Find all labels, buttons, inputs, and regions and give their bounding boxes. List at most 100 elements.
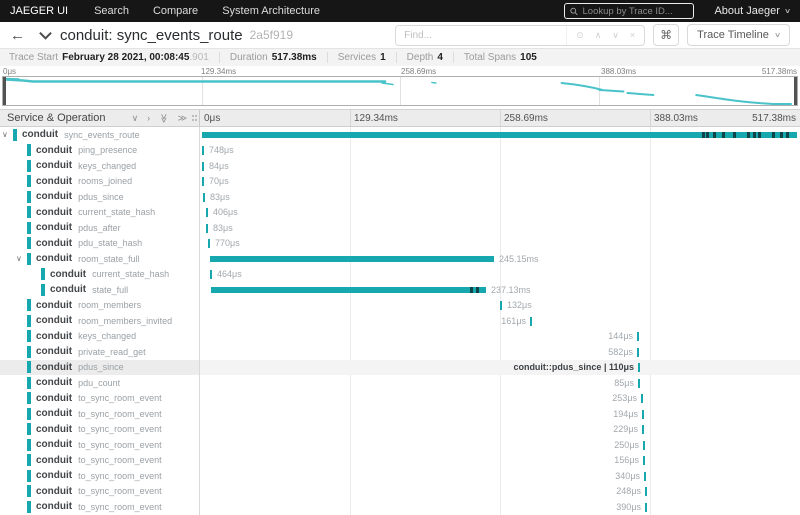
span-name-cell[interactable]: conduit keys_changed (0, 158, 200, 174)
span-row[interactable]: conduit pdus_since 83μs (0, 189, 800, 205)
span-bar[interactable] (206, 223, 208, 233)
span-bar[interactable] (638, 363, 640, 372)
span-name-cell[interactable]: conduit to_sync_room_event (0, 468, 200, 484)
span-bar[interactable] (642, 409, 644, 419)
span-timeline-cell[interactable]: 132μs (200, 298, 800, 314)
next-result-icon[interactable]: ∨ (612, 29, 619, 40)
span-bar[interactable] (500, 301, 502, 310)
span-name-cell[interactable]: conduit current_state_hash (0, 205, 200, 221)
span-bar[interactable] (208, 239, 210, 248)
column-resize-grip[interactable] (195, 115, 197, 117)
span-timeline-cell[interactable]: 144μs (200, 329, 800, 345)
expand-one-icon[interactable]: › (147, 112, 151, 123)
span-bar[interactable] (202, 177, 204, 186)
nav-item-system-architecture[interactable]: System Architecture (222, 5, 321, 17)
about-jaeger-menu[interactable]: About Jaeger ∨ (714, 5, 791, 17)
span-bar[interactable] (206, 208, 208, 217)
span-name-cell[interactable]: ∨ conduit sync_events_route (0, 127, 200, 143)
span-bar[interactable] (643, 440, 645, 450)
span-name-cell[interactable]: conduit to_sync_room_event (0, 422, 200, 438)
span-timeline-cell[interactable]: 250μs (200, 437, 800, 453)
prev-result-icon[interactable]: ∧ (594, 29, 602, 40)
span-bar[interactable] (641, 394, 643, 403)
span-expand-chevron-icon[interactable]: ∨ (16, 254, 22, 263)
span-row[interactable]: conduit room_members_invited 161μs (0, 313, 800, 329)
trace-view-select[interactable]: Trace Timeline ∨ (687, 24, 790, 46)
span-row[interactable]: conduit private_read_get 582μs (0, 344, 800, 360)
span-timeline-cell[interactable]: 748μs (200, 143, 800, 159)
span-name-cell[interactable]: ∨ conduit room_state_full (0, 251, 200, 267)
span-timeline-cell[interactable]: 582μs (200, 344, 800, 360)
span-bar[interactable] (642, 425, 644, 434)
span-row[interactable]: conduit pdu_count 85μs (0, 375, 800, 391)
span-name-cell[interactable]: conduit to_sync_room_event (0, 453, 200, 469)
span-expand-chevron-icon[interactable]: ∨ (2, 130, 8, 139)
span-row[interactable]: ∨ conduit sync_events_route (0, 127, 800, 143)
span-row[interactable]: conduit room_members 132μs (0, 298, 800, 314)
span-timeline-cell[interactable]: 84μs (200, 158, 800, 174)
span-row[interactable]: conduit to_sync_room_event 253μs (0, 391, 800, 407)
nav-brand[interactable]: JAEGER UI (10, 5, 69, 17)
span-row[interactable]: conduit ping_presence 748μs (0, 143, 800, 159)
span-row[interactable]: conduit to_sync_room_event 229μs (0, 422, 800, 438)
span-bar[interactable] (530, 316, 532, 326)
nav-item-search[interactable]: Search (94, 5, 129, 17)
span-timeline-cell[interactable]: 245.15ms (200, 251, 800, 267)
span-timeline-cell[interactable]: 390μs (200, 499, 800, 515)
span-name-cell[interactable]: conduit pdus_since (0, 189, 200, 205)
match-case-icon[interactable]: ⊙ (576, 29, 584, 40)
span-row[interactable]: conduit current_state_hash 406μs (0, 205, 800, 221)
span-name-cell[interactable]: conduit to_sync_room_event (0, 406, 200, 422)
span-bar[interactable] (645, 487, 647, 496)
span-bar[interactable] (637, 332, 639, 341)
span-row[interactable]: conduit to_sync_room_event 194μs (0, 406, 800, 422)
span-timeline-cell[interactable]: 83μs (200, 220, 800, 236)
collapse-all-icon[interactable]: ≫ (159, 113, 170, 123)
span-name-cell[interactable]: conduit to_sync_room_event (0, 484, 200, 500)
span-name-cell[interactable]: conduit pdus_since (0, 360, 200, 376)
span-name-cell[interactable]: conduit room_members_invited (0, 313, 200, 329)
keyboard-shortcuts-button[interactable]: ⌘ (653, 24, 680, 46)
span-timeline-cell[interactable]: 237.13ms (200, 282, 800, 298)
span-timeline-cell[interactable]: 406μs (200, 205, 800, 221)
span-name-cell[interactable]: conduit room_members (0, 298, 200, 314)
span-name-cell[interactable]: conduit ping_presence (0, 143, 200, 159)
span-bar[interactable] (643, 456, 645, 465)
span-name-cell[interactable]: conduit to_sync_room_event (0, 437, 200, 453)
column-divider[interactable] (199, 127, 200, 515)
span-row[interactable]: conduit to_sync_room_event 156μs (0, 453, 800, 469)
span-timeline-cell[interactable]: 253μs (200, 391, 800, 407)
span-name-cell[interactable]: conduit pdu_count (0, 375, 200, 391)
span-name-cell[interactable]: conduit to_sync_room_event (0, 391, 200, 407)
span-bar[interactable] (202, 132, 797, 138)
span-row[interactable]: conduit to_sync_room_event 340μs (0, 468, 800, 484)
clear-search-icon[interactable]: × (629, 30, 636, 40)
span-name-cell[interactable]: conduit current_state_hash (0, 267, 200, 283)
span-name-cell[interactable]: conduit state_full (0, 282, 200, 298)
span-timeline-cell[interactable]: conduit::pdus_since | 110μs (200, 360, 800, 376)
span-bar[interactable] (638, 378, 640, 388)
span-bar[interactable] (211, 287, 486, 293)
span-bar[interactable] (203, 192, 205, 202)
trace-lookup[interactable] (564, 3, 695, 19)
span-row[interactable]: conduit pdu_state_hash 770μs (0, 236, 800, 252)
span-row[interactable]: conduit pdus_after 83μs (0, 220, 800, 236)
span-timeline-cell[interactable]: 85μs (200, 375, 800, 391)
span-bar[interactable] (210, 270, 212, 279)
span-timeline-cell[interactable]: 194μs (200, 406, 800, 422)
span-name-cell[interactable]: conduit private_read_get (0, 344, 200, 360)
nav-item-compare[interactable]: Compare (152, 5, 199, 17)
back-button[interactable]: ← (10, 26, 25, 44)
collapse-trace-chevron-icon[interactable] (39, 31, 52, 40)
trace-minimap[interactable] (2, 76, 798, 106)
span-bar[interactable] (645, 502, 647, 512)
span-name-cell[interactable]: conduit keys_changed (0, 329, 200, 345)
span-row[interactable]: conduit rooms_joined 70μs (0, 174, 800, 190)
span-row[interactable]: conduit to_sync_room_event 248μs (0, 484, 800, 500)
span-row[interactable]: conduit keys_changed 84μs (0, 158, 800, 174)
minimap-left-handle[interactable] (3, 77, 6, 105)
span-name-cell[interactable]: conduit pdus_after (0, 220, 200, 236)
span-bar[interactable] (637, 347, 639, 357)
span-timeline-cell[interactable]: 70μs (200, 174, 800, 190)
span-bar[interactable] (644, 471, 646, 481)
